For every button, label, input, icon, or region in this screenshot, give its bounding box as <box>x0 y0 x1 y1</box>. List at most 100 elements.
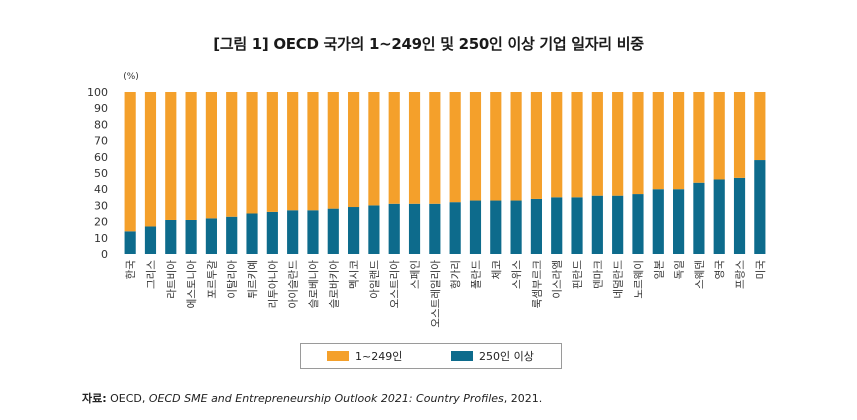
bar-large-segment <box>490 200 502 254</box>
bar-large-segment <box>144 226 157 254</box>
bar-large-segment <box>287 210 299 254</box>
bar-large-segment <box>266 211 278 254</box>
legend-label-large: 250인 이상 <box>479 350 534 363</box>
x-category-label: 포르투갈 <box>205 260 218 299</box>
x-category-label: 리투아니아 <box>267 260 279 309</box>
source-publication: OECD SME and Entrepreneurship Outlook 20… <box>148 392 504 405</box>
bar-large-segment <box>307 210 319 254</box>
x-category-label: 스웨덴 <box>694 260 706 289</box>
y-tick-label: 90 <box>94 102 108 115</box>
bar-large-segment <box>246 213 258 254</box>
x-category-label: 한국 <box>125 260 137 280</box>
bar-large-segment <box>693 182 705 254</box>
source-text-before: OECD, <box>106 392 149 405</box>
legend-label-small: 1~249인 <box>355 350 403 363</box>
bar-small-segment <box>266 92 278 212</box>
x-category-label: 아일랜드 <box>368 260 381 299</box>
x-category-label: 독일 <box>673 260 686 279</box>
bar-large-segment <box>388 203 400 254</box>
bar-small-segment <box>348 92 360 208</box>
x-category-label: 덴마크 <box>592 260 604 289</box>
y-tick-label: 60 <box>94 151 108 164</box>
legend: 1~249인 250인 이상 <box>300 343 562 369</box>
x-category-label: 아이슬란드 <box>288 260 300 309</box>
x-category-label: 슬로베니아 <box>308 260 320 309</box>
bar-large-segment <box>429 203 441 254</box>
bar-large-segment <box>469 200 482 254</box>
bar-small-segment <box>185 92 197 220</box>
y-tick-label: 10 <box>94 232 108 245</box>
x-category-label: 룩셈부르크 <box>531 260 543 309</box>
stacked-bar-chart: (%) 0 10 20 30 40 50 60 70 80 90 100 한국 그리스 라트비아 에스토니아 포… <box>87 72 767 328</box>
bar-large-segment <box>612 195 624 254</box>
bar-small-segment <box>510 92 522 201</box>
x-category-label: 오스트레일리아 <box>429 260 442 328</box>
y-tick-label: 50 <box>94 167 108 180</box>
bar-large-segment <box>408 203 421 254</box>
legend-item-small: 1~249인 <box>327 344 402 368</box>
bar-large-segment <box>591 195 603 254</box>
bar-large-segment <box>551 197 563 254</box>
bar-large-segment <box>185 219 197 254</box>
bar-large-segment <box>124 231 136 254</box>
bar-small-segment <box>327 92 339 209</box>
bar-small-segment <box>246 92 258 214</box>
bar-large-segment <box>226 216 238 254</box>
bar-small-segment <box>530 92 542 199</box>
x-category-label: 라트비아 <box>166 260 178 299</box>
legend-item-large: 250인 이상 <box>451 344 534 368</box>
bar-small-segment <box>205 92 217 219</box>
bar-large-segment <box>733 177 746 254</box>
x-category-label: 스위스 <box>510 260 523 289</box>
x-category-label: 헝가리 <box>450 260 462 289</box>
y-tick-label: 70 <box>94 135 108 148</box>
legend-swatch-small <box>327 351 349 361</box>
bar-large-segment <box>327 208 339 254</box>
bar-large-segment <box>754 160 766 254</box>
x-category-label: 슬로바키아 <box>328 260 340 309</box>
x-category-label: 이탈리아 <box>226 260 239 299</box>
x-category-label: 체코 <box>491 260 503 280</box>
bar-small-segment <box>226 92 238 217</box>
x-category-label: 네덜란드 <box>613 260 625 299</box>
bar-small-segment <box>307 92 319 211</box>
chart-title: [그림 1] OECD 국가의 1~249인 및 250인 이상 기업 일자리 … <box>213 35 644 53</box>
bar-large-segment <box>673 189 685 254</box>
bar-large-segment <box>571 197 583 254</box>
bar-small-segment <box>429 92 441 204</box>
y-tick-label: 100 <box>87 86 108 99</box>
source-text-after: , 2021. <box>503 392 543 405</box>
bar-large-segment <box>449 202 461 254</box>
bar-small-segment <box>754 92 766 161</box>
y-tick-label: 0 <box>101 248 108 261</box>
x-category-label: 폴란드 <box>470 260 482 289</box>
bar-small-segment <box>388 92 400 204</box>
bar-large-segment <box>652 189 664 254</box>
bar-large-segment <box>368 205 380 254</box>
bar-small-segment <box>449 92 461 203</box>
bar-small-segment <box>733 92 746 178</box>
bar-small-segment <box>693 92 705 183</box>
x-category-label: 에스토니아 <box>186 260 198 309</box>
bar-small-segment <box>591 92 603 196</box>
bar-large-segment <box>530 198 542 254</box>
bar-small-segment <box>713 92 725 180</box>
source-note: 자료: OECD, OECD SME and Entrepreneurship … <box>82 390 542 406</box>
x-category-label: 노르웨이 <box>633 260 645 299</box>
bar-large-segment <box>348 207 360 254</box>
bar-small-segment <box>652 92 664 190</box>
legend-swatch-large <box>451 351 473 361</box>
x-category-label: 멕시코 <box>349 260 361 289</box>
x-category-label: 이스라엘 <box>551 260 564 299</box>
bar-small-segment <box>144 92 157 227</box>
bar-small-segment <box>287 92 299 211</box>
bar-small-segment <box>469 92 482 201</box>
bar-large-segment <box>632 194 644 254</box>
y-tick-label: 80 <box>94 118 108 131</box>
bar-small-segment <box>551 92 563 198</box>
x-category-label: 오스트리아 <box>389 260 401 309</box>
source-label: 자료: <box>82 392 107 405</box>
bar-large-segment <box>165 219 177 254</box>
bar-large-segment <box>510 200 522 254</box>
bar-small-segment <box>632 92 644 195</box>
